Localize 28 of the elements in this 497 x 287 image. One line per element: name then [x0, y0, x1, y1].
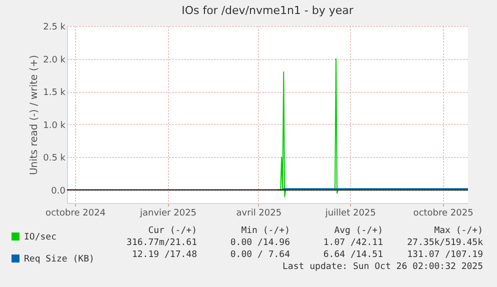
x-tick-label: octobre 2025 — [413, 208, 474, 218]
x-tick-label: avril 2025 — [236, 208, 282, 218]
chart-title: IOs for /dev/nvme1n1 - by year — [182, 4, 354, 17]
y-tick-label: 2.5 k — [43, 22, 66, 32]
x-tick-label: octobre 2024 — [46, 208, 106, 218]
x-tick-label: juillet 2025 — [324, 208, 376, 218]
text: 0.00 /14.96 — [230, 238, 290, 248]
y-axis-title: Units read (-) / write (+) — [29, 54, 40, 176]
text: Avg (-/+) — [334, 226, 383, 236]
text: 27.35k/519.45k — [407, 238, 484, 248]
text: 1.07 /42.11 — [323, 238, 383, 248]
text: 316.77m/21.61 — [126, 238, 197, 248]
legend-label: Req Size (KB) — [24, 254, 94, 264]
x-tick-label: janvier 2025 — [138, 208, 197, 218]
text: Max (-/+) — [434, 226, 483, 236]
text: 6.64 /14.51 — [323, 250, 383, 260]
y-tick-label: 2.0 k — [43, 55, 66, 66]
legend-label: IO/sec — [24, 232, 57, 242]
text: 131.07 /107.19 — [407, 250, 483, 260]
text: 0.00 / 7.64 — [230, 250, 290, 260]
y-tick-label: 0.0 — [51, 186, 66, 196]
y-tick-label: 1.0 k — [43, 120, 66, 131]
text: Last update: Sun Oct 26 02:00:32 2025 — [282, 262, 483, 272]
y-tick-label: 1.5 k — [43, 88, 66, 98]
text: Min (-/+) — [241, 226, 290, 236]
text: Cur (-/+) — [148, 226, 197, 236]
y-tick-label: 0.5 k — [43, 154, 66, 164]
text: 12.19 /17.48 — [132, 250, 197, 260]
